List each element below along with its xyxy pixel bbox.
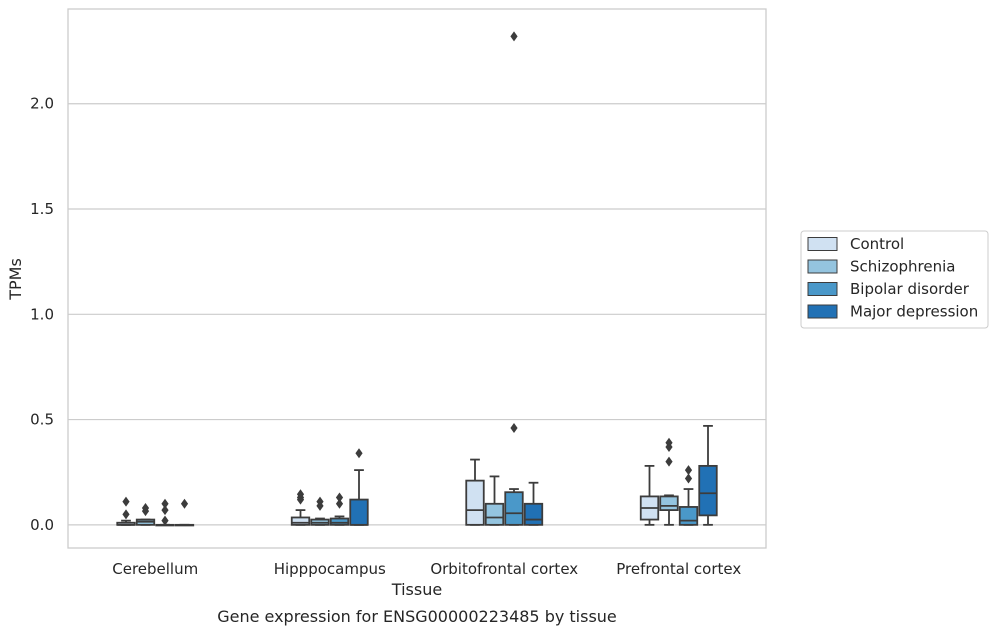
outlier-point xyxy=(122,496,130,507)
y-axis-label: TPMs xyxy=(6,258,25,301)
box-group xyxy=(659,437,679,526)
legend: Control Schizophrenia Bipolar disorder Majo… xyxy=(800,230,989,329)
box-group xyxy=(484,475,505,526)
box xyxy=(678,506,699,526)
box xyxy=(465,479,485,526)
x-tick-label: Prefrontal cortex xyxy=(616,560,741,578)
outlier-point xyxy=(335,492,344,503)
legend-label: Bipolar disorder xyxy=(850,280,970,298)
legend-items: Control Schizophrenia Bipolar disorder Majo… xyxy=(807,235,978,321)
legend-label: Major depression xyxy=(850,303,978,321)
chart-caption: Gene expression for ENSG00000223485 by t… xyxy=(217,607,617,626)
box xyxy=(504,491,524,526)
y-tick-label: 1.0 xyxy=(30,305,54,323)
box-group xyxy=(310,496,330,526)
outlier-point xyxy=(684,465,693,476)
y-tick-layer: 0.0 0.5 1.0 1.5 2.0 xyxy=(30,95,54,534)
outlier-point xyxy=(510,422,518,433)
y-tick-label: 1.5 xyxy=(30,200,54,218)
box-group xyxy=(290,489,311,526)
box-group xyxy=(155,498,175,527)
box xyxy=(523,502,544,526)
legend-label: Control xyxy=(850,235,904,253)
box-group xyxy=(504,31,524,526)
outlier-point xyxy=(161,498,169,509)
box-group xyxy=(349,448,369,526)
box xyxy=(290,516,311,526)
legend-swatch xyxy=(807,259,838,274)
outlier-point xyxy=(355,448,363,459)
legend-swatch xyxy=(807,282,838,296)
outlier-point xyxy=(510,31,518,42)
x-tick-label: Hipppocampus xyxy=(274,560,386,578)
outlier-point xyxy=(122,509,130,520)
plot-frame xyxy=(67,8,767,549)
x-axis-label: Tissue xyxy=(391,580,442,599)
y-tick-label: 0.0 xyxy=(30,516,54,534)
box-group xyxy=(639,464,660,526)
box xyxy=(659,495,679,512)
box-group xyxy=(465,458,485,526)
outlier-point xyxy=(316,496,324,507)
y-tick-label: 2.0 xyxy=(30,95,54,113)
box xyxy=(329,517,350,526)
outlier-point xyxy=(141,502,150,513)
legend-swatch xyxy=(807,237,838,251)
x-tick-label: Cerebellum xyxy=(112,560,198,578)
box-group xyxy=(116,496,136,526)
outlier-point xyxy=(296,489,305,500)
box-group xyxy=(698,424,718,526)
outlier-point xyxy=(665,437,673,448)
outlier-point xyxy=(161,505,169,516)
outlier-point xyxy=(684,473,693,484)
legend-swatch xyxy=(807,304,838,319)
legend-frame xyxy=(800,230,989,329)
x-tick-layer: Cerebellum Hipppocampus Orbitofrontal cort… xyxy=(112,560,741,578)
outlier-point xyxy=(180,498,189,509)
outlier-point xyxy=(335,498,344,509)
box-group xyxy=(523,481,544,526)
box-group xyxy=(135,502,156,526)
box-group xyxy=(174,498,195,527)
outlier-point xyxy=(161,515,169,526)
outlier-point xyxy=(665,456,673,467)
y-tick-label: 0.5 xyxy=(30,411,54,429)
x-tick-label: Orbitofrontal cortex xyxy=(430,560,578,578)
box-group xyxy=(678,465,699,526)
legend-label: Schizophrenia xyxy=(850,258,955,276)
box xyxy=(349,498,369,526)
grid-layer xyxy=(68,103,766,526)
box-group xyxy=(329,492,350,526)
box xyxy=(698,464,718,517)
box-layer xyxy=(116,31,718,527)
box xyxy=(484,502,505,526)
